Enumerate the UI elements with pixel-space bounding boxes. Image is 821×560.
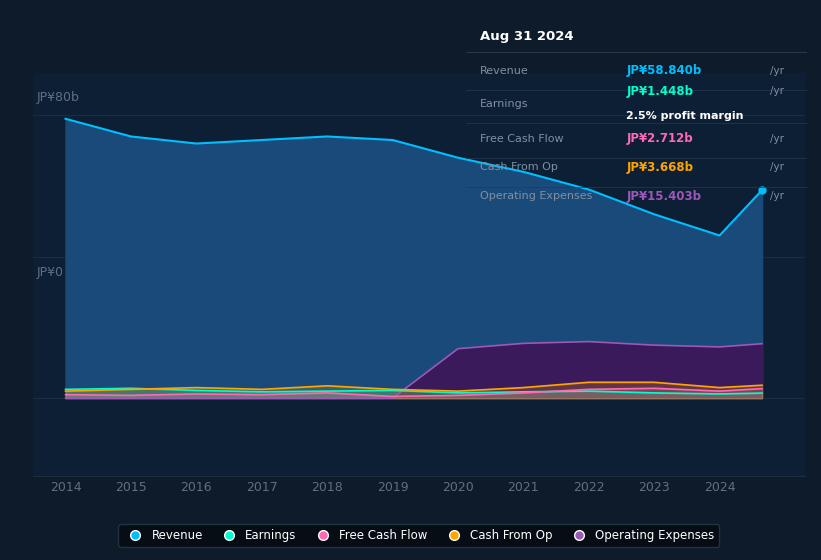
Text: /yr: /yr	[769, 66, 783, 76]
Text: JP¥80b: JP¥80b	[37, 91, 80, 104]
Text: Aug 31 2024: Aug 31 2024	[480, 30, 574, 43]
Text: JP¥3.668b: JP¥3.668b	[626, 161, 694, 174]
Text: 2.5% profit margin: 2.5% profit margin	[626, 111, 744, 122]
Text: Operating Expenses: Operating Expenses	[480, 192, 592, 202]
Text: /yr: /yr	[769, 162, 783, 172]
Text: /yr: /yr	[769, 133, 783, 143]
Text: /yr: /yr	[769, 86, 783, 96]
Text: Earnings: Earnings	[480, 99, 529, 109]
Text: JP¥2.712b: JP¥2.712b	[626, 132, 693, 145]
Text: JP¥1.448b: JP¥1.448b	[626, 85, 694, 97]
Text: Cash From Op: Cash From Op	[480, 162, 557, 172]
Text: /yr: /yr	[769, 192, 783, 202]
Text: JP¥15.403b: JP¥15.403b	[626, 190, 701, 203]
Text: Free Cash Flow: Free Cash Flow	[480, 133, 563, 143]
Text: Revenue: Revenue	[480, 66, 529, 76]
Text: JP¥58.840b: JP¥58.840b	[626, 64, 702, 77]
Legend: Revenue, Earnings, Free Cash Flow, Cash From Op, Operating Expenses: Revenue, Earnings, Free Cash Flow, Cash …	[118, 524, 719, 547]
Text: JP¥0: JP¥0	[37, 266, 64, 279]
